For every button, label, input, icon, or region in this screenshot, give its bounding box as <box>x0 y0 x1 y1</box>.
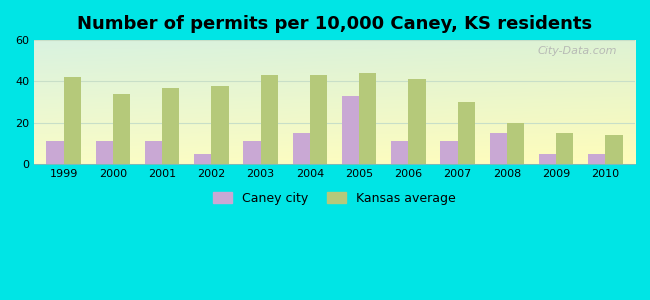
Legend: Caney city, Kansas average: Caney city, Kansas average <box>209 187 461 210</box>
Title: Number of permits per 10,000 Caney, KS residents: Number of permits per 10,000 Caney, KS r… <box>77 15 592 33</box>
Bar <box>194 154 211 164</box>
Bar <box>507 123 524 164</box>
Bar <box>441 142 458 164</box>
Bar <box>539 154 556 164</box>
Bar <box>342 96 359 164</box>
Bar <box>96 142 113 164</box>
Bar <box>46 142 64 164</box>
Bar <box>162 88 179 164</box>
Bar <box>489 133 507 164</box>
Bar <box>243 142 261 164</box>
Bar <box>292 133 310 164</box>
Bar <box>556 133 573 164</box>
Bar <box>408 80 426 164</box>
Bar <box>64 77 81 164</box>
Bar <box>359 73 376 164</box>
Text: City-Data.com: City-Data.com <box>538 46 617 56</box>
Bar <box>458 102 475 164</box>
Bar <box>588 154 605 164</box>
Bar <box>113 94 130 164</box>
Bar <box>605 135 623 164</box>
Bar <box>145 142 162 164</box>
Bar <box>391 142 408 164</box>
Bar <box>261 75 278 164</box>
Bar <box>211 85 229 164</box>
Bar <box>310 75 327 164</box>
